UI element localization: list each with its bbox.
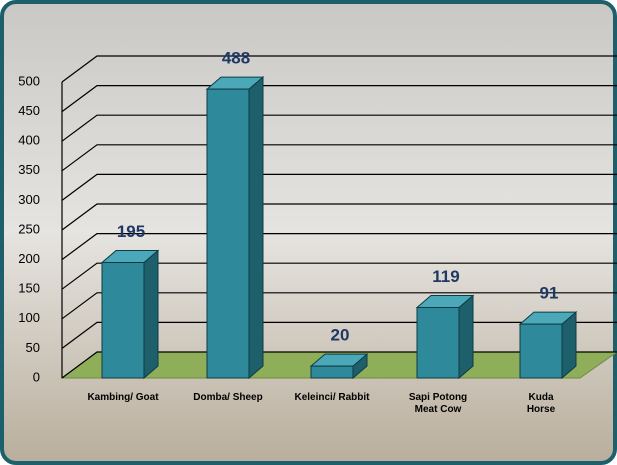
value-label: 488 — [222, 49, 250, 68]
value-label: 91 — [540, 284, 559, 303]
x-tick-label: Kuda Horse — [527, 392, 556, 415]
y-tick-label: 250 — [18, 221, 40, 236]
y-tick-label: 100 — [18, 310, 40, 325]
grid-line — [61, 173, 617, 201]
y-tick-label: 0 — [33, 369, 40, 384]
value-label: 119 — [432, 267, 459, 286]
label-line: Keleinci/ Rabbit — [294, 392, 370, 403]
bar-side — [248, 76, 264, 380]
bar — [309, 353, 369, 380]
bar-front — [416, 307, 460, 379]
label-line: Sapi Potong — [409, 392, 467, 403]
y-tick-label: 300 — [18, 192, 40, 207]
bar — [518, 311, 578, 380]
x-tick-label: Domba/ Sheep — [193, 392, 262, 403]
bar — [415, 294, 475, 380]
x-tick-label: Sapi Potong Meat Cow — [409, 392, 467, 415]
grid-line — [61, 203, 617, 231]
grid-line — [61, 262, 617, 290]
grid-line — [61, 292, 617, 320]
bar — [100, 249, 160, 380]
bar — [205, 76, 265, 380]
grid-line — [61, 114, 617, 142]
y-tick-label: 50 — [26, 340, 40, 355]
label-line: Meat Cow — [415, 404, 462, 415]
y-tick-label: 150 — [18, 281, 40, 296]
bar-front — [101, 262, 145, 379]
bar-front — [519, 323, 563, 379]
label-line: Horse — [527, 404, 556, 415]
y-tick-label: 350 — [18, 162, 40, 177]
grid-line — [61, 55, 617, 83]
label-line: Kuda — [529, 392, 554, 403]
bar-front — [206, 88, 250, 379]
grid-line — [61, 84, 617, 113]
value-label: 195 — [117, 222, 145, 241]
x-tick-label: Kambing/ Goat — [87, 392, 159, 403]
y-tick-label: 400 — [18, 133, 40, 148]
bar-side — [143, 249, 159, 380]
bar-front — [310, 365, 354, 379]
y-tick-label: 200 — [18, 251, 40, 266]
grid-line — [61, 233, 617, 261]
bar-side — [458, 294, 474, 380]
grid-line — [61, 144, 617, 172]
value-label: 20 — [331, 326, 350, 345]
label-line: Kambing/ Goat — [87, 392, 159, 403]
x-tick-label: Keleinci/ Rabbit — [294, 392, 370, 403]
y-tick-label: 450 — [18, 103, 40, 118]
y-tick-label: 500 — [18, 73, 40, 88]
label-line: Domba/ Sheep — [193, 392, 262, 403]
